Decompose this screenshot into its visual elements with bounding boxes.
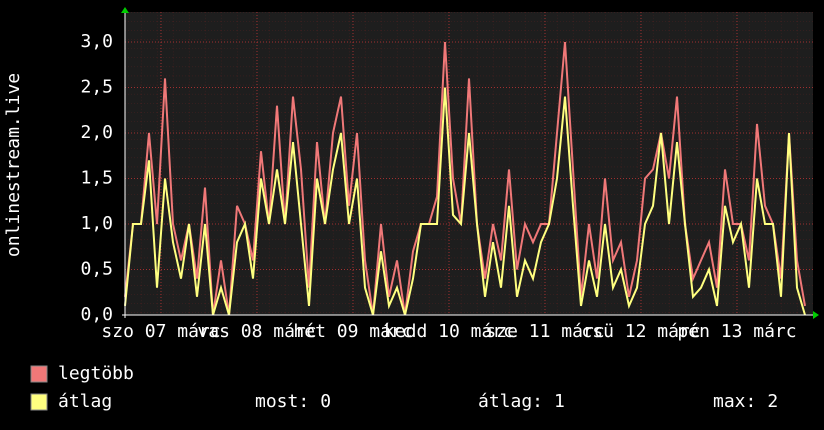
legend-label: átlag	[58, 391, 112, 412]
legend: legtöbb átlag most: 0 átlag: 1 max: 2	[30, 363, 778, 412]
stat-value: 2	[767, 391, 778, 412]
y-tick-label: 1,0	[80, 213, 113, 234]
x-tick-label: szo 07 márc	[101, 321, 220, 342]
legend-swatch	[30, 365, 48, 383]
x-tick-label: kedd 10 márc	[384, 321, 514, 342]
x-tick-label: vas 08 márc	[197, 321, 316, 342]
legend-swatch	[30, 393, 48, 411]
x-tick-label: pén 13 márc	[677, 321, 796, 342]
y-axis-label: onlinestream.live	[3, 73, 24, 257]
y-tick-label: 0,0	[80, 304, 113, 325]
stat-label: most:	[255, 391, 309, 412]
y-tick-label: 2,5	[80, 77, 113, 98]
x-tick-label: hét 09 márc	[293, 321, 412, 342]
y-tick-label: 3,0	[80, 31, 113, 52]
axis-arrow	[813, 311, 819, 319]
series-line	[124, 41, 806, 316]
stat-label: átlag:	[478, 391, 543, 412]
stat-value: 0	[320, 391, 331, 412]
stat-value: 1	[554, 391, 565, 412]
axis-arrow	[121, 7, 129, 13]
y-tick-label: 2,0	[80, 122, 113, 143]
x-tick-label: sze 11 márc	[485, 321, 604, 342]
legend-label: legtöbb	[58, 363, 134, 384]
y-tick-label: 0,5	[80, 259, 113, 280]
stat-label: max:	[713, 391, 756, 412]
series-line	[124, 87, 806, 316]
y-tick-label: 1,5	[80, 168, 113, 189]
x-tick-label: csü 12 márc	[581, 321, 700, 342]
plot-layer	[124, 12, 813, 316]
